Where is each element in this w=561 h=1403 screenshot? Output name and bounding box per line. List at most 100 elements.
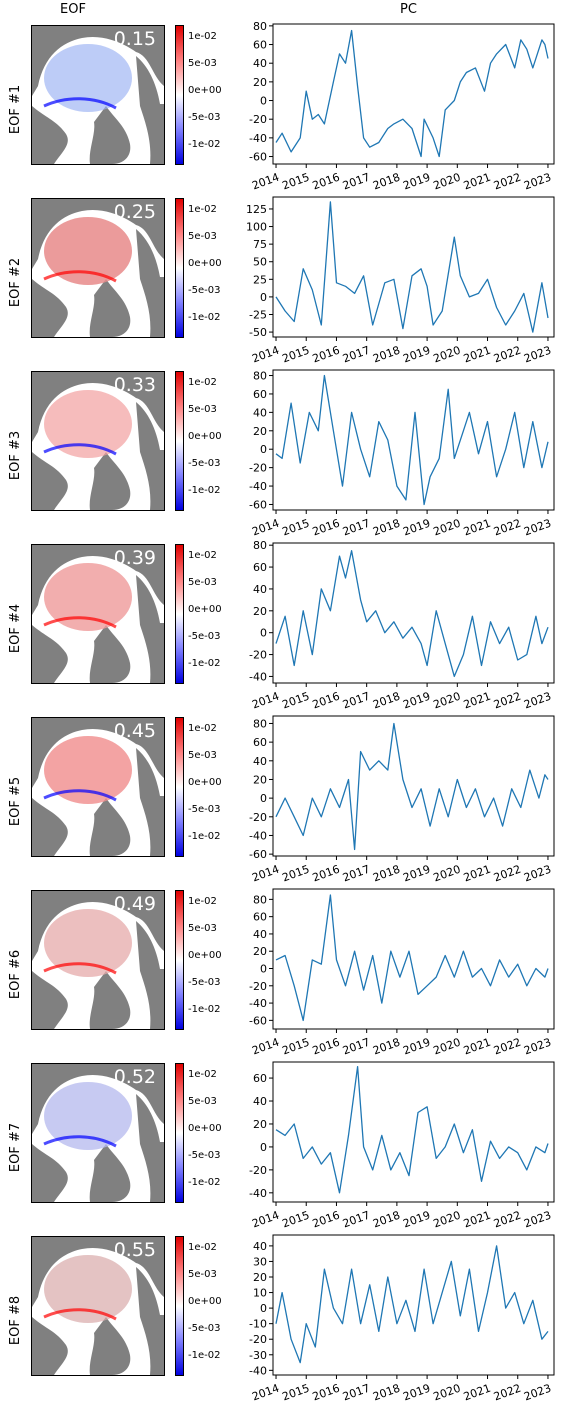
y-tick-label: 80 (253, 370, 267, 383)
land-east (136, 56, 164, 164)
x-tick-label: 2018 (371, 863, 402, 884)
row-label-text: EOF #1 (8, 84, 24, 134)
colorbar-tick-label: -5e-03 (188, 1150, 221, 1161)
y-tick-label: 0 (260, 291, 267, 304)
x-tick-label: 2017 (341, 171, 372, 192)
row-label-text: EOF #5 (8, 776, 24, 826)
arctic-map (32, 199, 164, 337)
x-tick-label: 2023 (522, 171, 553, 192)
y-tick-label: 40 (253, 583, 267, 596)
x-tick-label: 2022 (492, 863, 523, 884)
x-tick-label: 2019 (401, 1382, 432, 1403)
eof-row: EOF #2 0.25 1e-02 5e-03 0e+00 -5e-03 -1e-02 -50… (0, 193, 561, 365)
eof-row: EOF #7 0.52 1e-02 5e-03 0e+00 -5e-03 -1e-02 -40… (0, 1058, 561, 1230)
plot-frame (272, 715, 555, 857)
land-east (136, 1267, 164, 1375)
x-tick-label: 2016 (311, 517, 342, 538)
eof-pattern (44, 563, 132, 631)
x-tick-label: 2014 (250, 1209, 281, 1230)
x-tick-label: 2019 (401, 171, 432, 192)
explained-variance: 0.33 (113, 374, 156, 396)
pc-series-line (275, 1065, 549, 1194)
y-tick-label: -50 (249, 326, 267, 339)
y-tick-label: -20 (249, 462, 267, 475)
colorbar-tick-label: 0e+00 (188, 1123, 222, 1134)
x-tick-label: 2023 (522, 863, 553, 884)
colorbar-tick-label: -5e-03 (188, 458, 221, 469)
land-canada (32, 1144, 68, 1202)
row-label: EOF #1 (6, 34, 26, 184)
eof-pattern (44, 909, 132, 977)
eof-map: 0.49 (31, 890, 165, 1030)
y-tick-label: -20 (249, 811, 267, 824)
colorbar-tick-label: -5e-03 (188, 631, 221, 642)
x-tick-label: 2022 (492, 1382, 523, 1403)
land-east (136, 402, 164, 510)
eof-row: EOF #8 0.55 1e-02 5e-03 0e+00 -5e-03 -1e-02 -40… (0, 1231, 561, 1403)
pc-series-line (275, 29, 549, 158)
colorbar (175, 371, 184, 511)
eof-pattern (44, 217, 132, 285)
y-tick-label: 0 (260, 443, 267, 456)
x-tick-label: 2022 (492, 344, 523, 365)
y-tick-label: 20 (253, 76, 267, 89)
y-tick-label: 30 (253, 1255, 267, 1268)
x-tick-label: 2015 (281, 863, 312, 884)
colorbar-tick-label: -1e-02 (188, 485, 221, 496)
x-tick-label: 2015 (281, 690, 312, 711)
y-tick-label: 40 (253, 1240, 267, 1253)
row-label: EOF #4 (6, 553, 26, 703)
y-tick-label: 40 (253, 1095, 267, 1108)
colorbar-tick-label: -1e-02 (188, 312, 221, 323)
y-tick-label: 125 (246, 203, 267, 216)
colorbar-tick-label: 1e-02 (188, 1069, 217, 1080)
y-tick-label: 20 (253, 773, 267, 786)
x-tick-label: 2020 (432, 1036, 463, 1057)
y-tick-label: -20 (249, 113, 267, 126)
y-tick-label: 20 (253, 425, 267, 438)
x-tick-label: 2022 (492, 1209, 523, 1230)
x-tick-label: 2015 (281, 1209, 312, 1230)
y-tick-label: 80 (253, 893, 267, 906)
x-tick-label: 2018 (371, 344, 402, 365)
colorbar-tick-label: -5e-03 (188, 112, 221, 123)
row-label: EOF #6 (6, 899, 26, 1049)
y-tick-label: -60 (249, 848, 267, 861)
y-tick-label: 20 (253, 605, 267, 618)
land-north (32, 718, 164, 788)
land-north (32, 1064, 164, 1134)
colorbar-tick-label: 0e+00 (188, 604, 222, 615)
x-tick-label: 2023 (522, 1382, 553, 1403)
colorbar-tick-label: 5e-03 (188, 1096, 217, 1107)
land-north (32, 545, 164, 615)
x-tick-label: 2014 (250, 517, 281, 538)
eof-pattern-edge (43, 97, 117, 110)
x-tick-label: 2019 (401, 344, 432, 365)
colorbar-tick-label: 0e+00 (188, 431, 222, 442)
y-tick-label: 40 (253, 928, 267, 941)
x-tick-label: 2017 (341, 863, 372, 884)
eof-pattern-edge (43, 1135, 117, 1148)
x-tick-label: 2018 (371, 1382, 402, 1403)
plot-frame (272, 23, 555, 165)
y-tick-label: -60 (249, 498, 267, 511)
colorbar-tick-label: 5e-03 (188, 750, 217, 761)
explained-variance: 0.45 (113, 720, 156, 742)
colorbar-tick-label: 5e-03 (188, 58, 217, 69)
row-label-text: EOF #7 (8, 1122, 24, 1172)
eof-column-title: EOF (60, 2, 86, 17)
land-greenland (89, 1317, 131, 1375)
x-tick-label: 2020 (432, 1382, 463, 1403)
y-tick-label: -20 (249, 649, 267, 662)
pc-series-line (275, 201, 549, 333)
land-east (136, 748, 164, 856)
row-label: EOF #5 (6, 726, 26, 876)
x-tick-label: 2020 (432, 517, 463, 538)
colorbar-tick-label: -5e-03 (188, 977, 221, 988)
colorbar (175, 544, 184, 684)
colorbar-tick-label: 0e+00 (188, 950, 222, 961)
x-tick-label: 2015 (281, 1036, 312, 1057)
explained-variance: 0.52 (113, 1066, 156, 1088)
